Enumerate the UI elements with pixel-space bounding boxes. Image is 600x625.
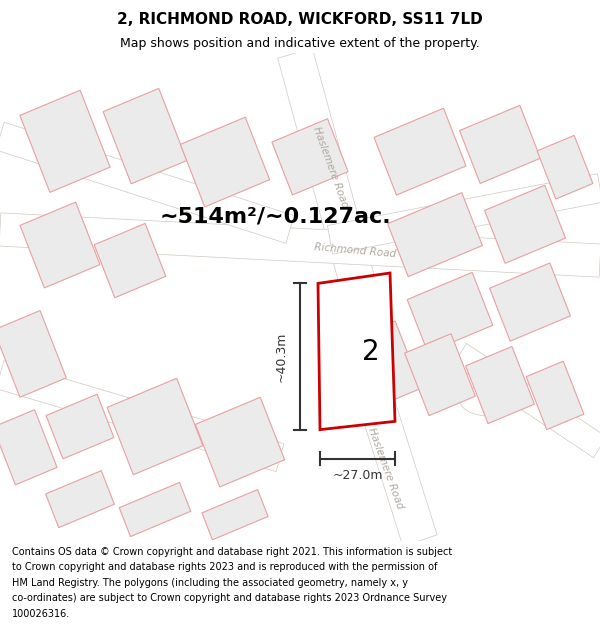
- Polygon shape: [0, 409, 57, 485]
- Polygon shape: [103, 88, 187, 184]
- Text: to Crown copyright and database rights 2023 and is reproduced with the permissio: to Crown copyright and database rights 2…: [12, 562, 437, 572]
- Text: co-ordinates) are subject to Crown copyright and database rights 2023 Ordnance S: co-ordinates) are subject to Crown copyr…: [12, 593, 447, 603]
- Text: Haslemere Road: Haslemere Road: [365, 426, 404, 510]
- Polygon shape: [20, 90, 110, 192]
- Polygon shape: [388, 192, 482, 277]
- Polygon shape: [0, 213, 600, 277]
- Text: HM Land Registry. The polygons (including the associated geometry, namely x, y: HM Land Registry. The polygons (includin…: [12, 578, 408, 587]
- Polygon shape: [466, 346, 535, 424]
- Text: Richmond Road: Richmond Road: [314, 242, 397, 259]
- Polygon shape: [318, 273, 395, 429]
- Text: Map shows position and indicative extent of the property.: Map shows position and indicative extent…: [120, 38, 480, 50]
- Polygon shape: [0, 361, 284, 472]
- Ellipse shape: [460, 385, 520, 416]
- Polygon shape: [20, 202, 100, 288]
- Polygon shape: [278, 48, 377, 297]
- Polygon shape: [454, 344, 600, 457]
- Polygon shape: [537, 136, 593, 199]
- Polygon shape: [202, 489, 268, 540]
- Text: ~40.3m: ~40.3m: [275, 331, 288, 382]
- Polygon shape: [460, 106, 541, 184]
- Polygon shape: [272, 119, 348, 195]
- Polygon shape: [328, 174, 600, 254]
- Polygon shape: [107, 378, 203, 475]
- Text: Haslemere Road: Haslemere Road: [311, 125, 349, 209]
- Polygon shape: [485, 185, 565, 263]
- Polygon shape: [181, 117, 269, 207]
- Polygon shape: [46, 394, 114, 459]
- Polygon shape: [119, 482, 191, 536]
- Polygon shape: [490, 263, 571, 341]
- Polygon shape: [407, 272, 493, 352]
- Text: Contains OS data © Crown copyright and database right 2021. This information is : Contains OS data © Crown copyright and d…: [12, 546, 452, 556]
- Text: 100026316.: 100026316.: [12, 609, 70, 619]
- Text: ~514m²/~0.127ac.: ~514m²/~0.127ac.: [160, 207, 392, 227]
- Text: 2: 2: [362, 338, 380, 366]
- Polygon shape: [374, 108, 466, 195]
- Polygon shape: [349, 321, 421, 408]
- Polygon shape: [196, 398, 284, 487]
- Text: ~27.0m: ~27.0m: [332, 469, 383, 482]
- Polygon shape: [94, 224, 166, 298]
- Polygon shape: [46, 471, 115, 528]
- Polygon shape: [0, 122, 294, 243]
- Polygon shape: [526, 361, 584, 429]
- Polygon shape: [0, 311, 66, 398]
- Polygon shape: [323, 281, 437, 546]
- Polygon shape: [404, 334, 475, 416]
- Text: 2, RICHMOND ROAD, WICKFORD, SS11 7LD: 2, RICHMOND ROAD, WICKFORD, SS11 7LD: [117, 12, 483, 27]
